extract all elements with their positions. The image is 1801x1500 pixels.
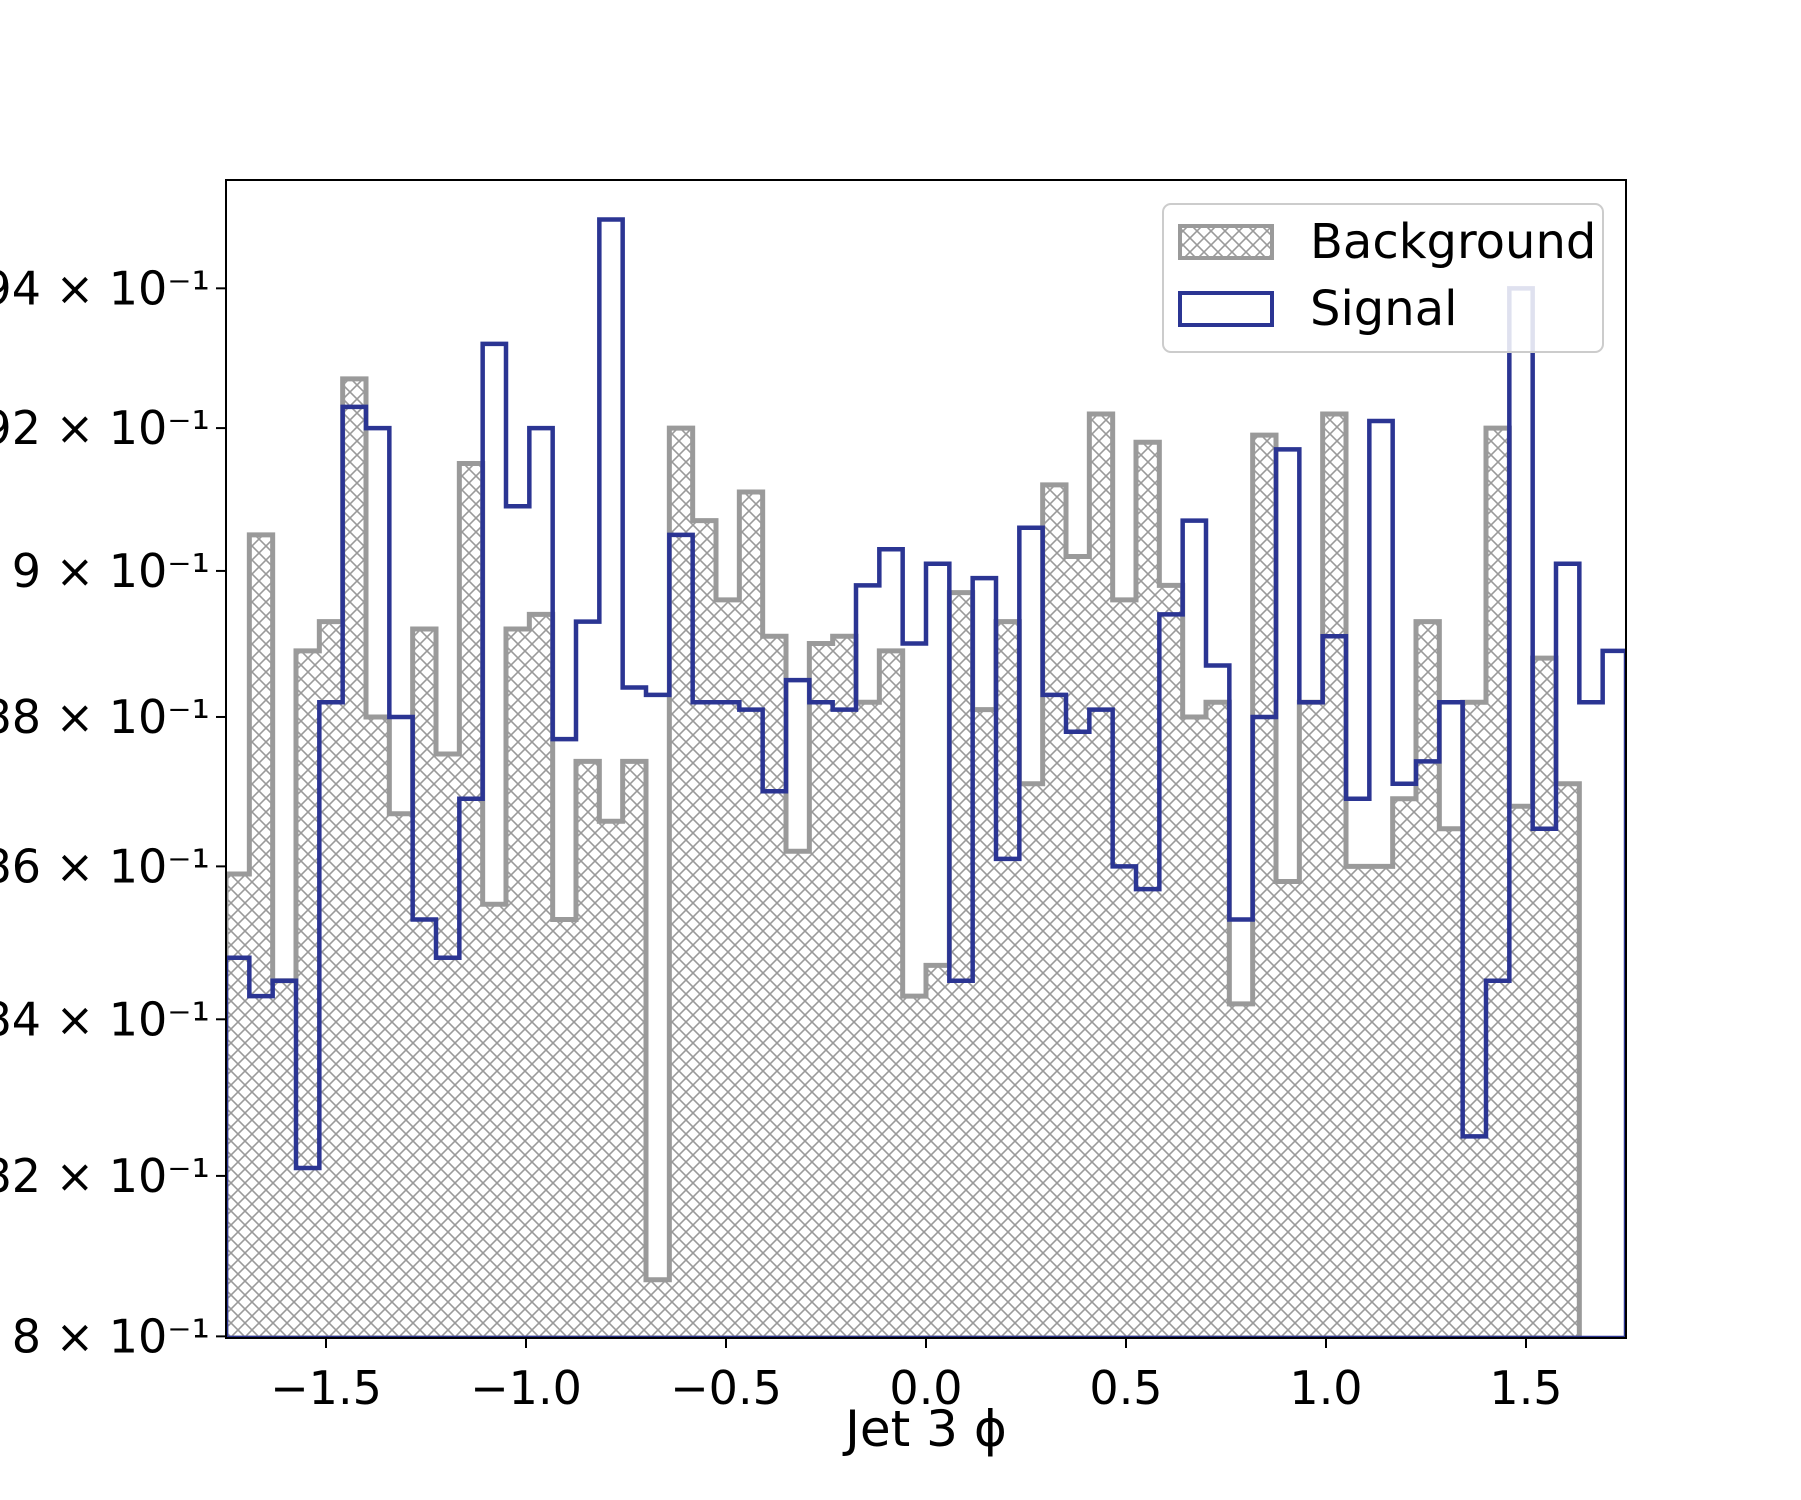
background-step-outline [226,376,1582,1338]
legend: Background Signal [1162,203,1604,353]
x-tick-label: 0.5 [1089,1361,1162,1415]
y-tick-label: 9 × 10⁻¹ [12,544,210,598]
legend-swatch-background [1178,224,1274,260]
x-tick-label: −1.5 [270,1361,382,1415]
plot-area [226,217,1626,1338]
y-tick-label: 82 × 10⁻¹ [0,1149,210,1203]
background-series [226,376,1582,1338]
signal-step-line [226,217,1626,1338]
x-tick-label: 0.0 [889,1361,962,1415]
y-axis: 8 × 10⁻¹ 82 × 10⁻¹ 84 × 10⁻¹ 86 × 10⁻¹ 88 × … [0,261,226,1363]
y-tick-label: 84 × 10⁻¹ [0,992,210,1046]
signal-series [226,217,1626,1338]
x-tick-label: 1.5 [1489,1361,1562,1415]
y-tick-label: 86 × 10⁻¹ [0,839,210,893]
legend-label-background: Background [1310,214,1596,270]
x-tick-label: 1.0 [1289,1361,1362,1415]
y-tick-label: 92 × 10⁻¹ [0,401,210,455]
x-tick-label: −0.5 [670,1361,782,1415]
y-tick-label: 88 × 10⁻¹ [0,690,210,744]
x-axis: −1.5 −1.0 −0.5 0.0 0.5 1.0 1.5 [270,1338,1563,1415]
x-tick-label: −1.0 [470,1361,582,1415]
y-tick-label: 94 × 10⁻¹ [0,261,210,315]
y-tick-label: 8 × 10⁻¹ [12,1309,210,1363]
legend-label-signal: Signal [1310,281,1457,337]
x-axis-title: Jet 3 ϕ [842,1400,1007,1458]
legend-swatch-signal [1178,291,1274,327]
